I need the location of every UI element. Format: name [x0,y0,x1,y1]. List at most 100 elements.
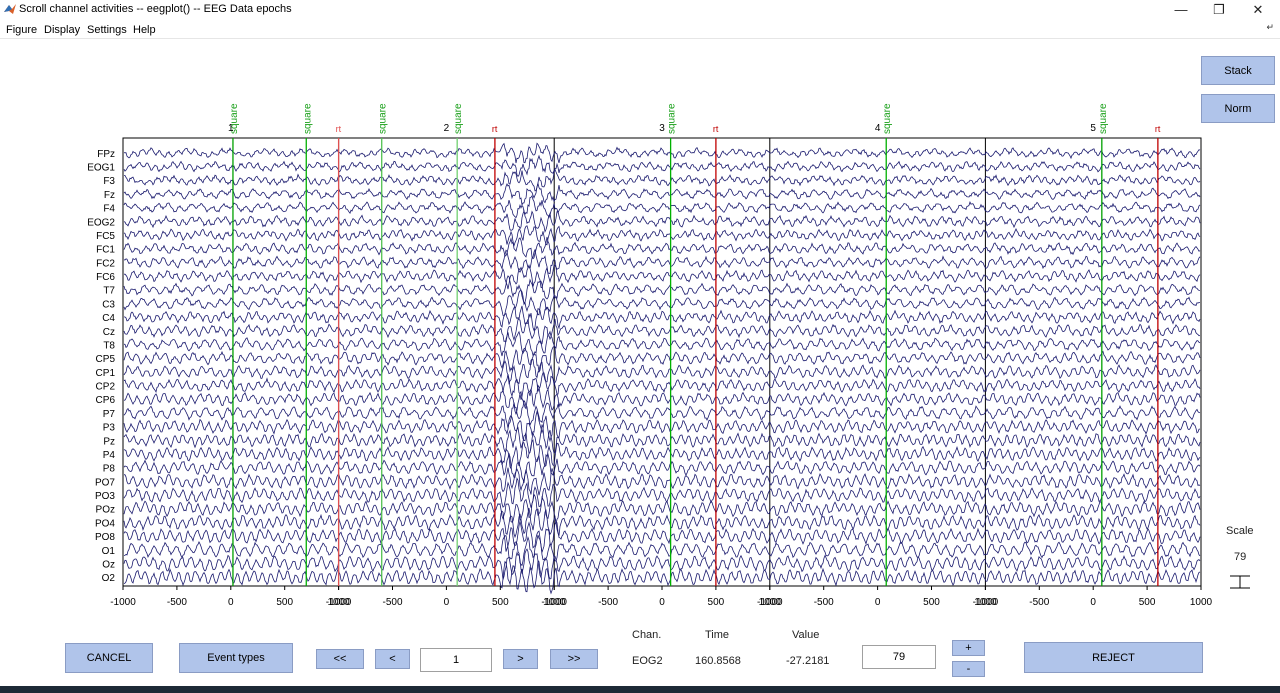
eeg-plot[interactable]: FPz EOG1 F3 Fz F4 EOG2 FC5 FC1 FC2 FC6 T7 C3 C4 Cz T8 C… [0,40,1280,686]
x-tick-label: 0 [659,597,665,608]
epoch-number-field[interactable]: 1 [420,648,492,672]
close-icon[interactable]: ✕ [1252,2,1264,17]
channel-label-FC5: FC5 [96,231,115,242]
channel-label-C4: C4 [102,313,115,324]
menu-settings[interactable]: Settings [87,24,127,36]
event-label: square [453,103,464,134]
epoch-number: 5 [1090,123,1096,134]
time-header: Time [705,629,730,641]
channel-label-PO3: PO3 [95,491,115,502]
channel-label-EOG2: EOG2 [87,217,115,228]
event-types-button[interactable]: Event types [179,643,293,673]
eeg-trace-FC1 [123,236,1201,260]
menu-figure[interactable]: Figure [6,24,38,36]
next-epoch-button[interactable]: > [503,649,538,669]
eeg-trace-FPz [123,142,1201,164]
menu-help[interactable]: Help [133,24,156,36]
eeg-trace-CP5 [123,346,1201,374]
value-header: Value [792,629,820,641]
channel-label-P8: P8 [103,464,116,475]
x-tick-label: -1000 [541,597,567,608]
event-label: rt [492,124,498,134]
x-tick-label: -500 [167,597,187,608]
x-tick-label: 0 [875,597,881,608]
x-tick-label: 0 [1090,597,1096,608]
title-bar: Scroll channel activities -- eegplot() -… [0,0,1280,19]
eeg-trace-CP1 [123,358,1201,386]
channel-label-CP6: CP6 [96,395,116,406]
event-label: square [378,103,389,134]
eeg-trace-PO4 [123,508,1201,539]
event-label: square [667,103,678,134]
scale-field[interactable]: 79 [862,645,936,669]
stack-button[interactable]: Stack [1201,56,1275,85]
eeg-trace-P3 [123,410,1201,443]
channel-label-Oz: Oz [102,559,115,570]
channel-label-P7: P7 [103,409,116,420]
taskbar [0,686,1280,693]
eeg-trace-CP2 [123,372,1201,400]
channel-label-PO8: PO8 [95,532,115,543]
event-label: rt [713,124,719,134]
eeg-trace-FC6 [124,264,1201,290]
x-tick-label: -500 [382,597,402,608]
scale-minus-button[interactable]: - [952,661,985,677]
x-tick-label: -1000 [110,597,136,608]
channel-label-F4: F4 [103,204,115,215]
channel-label-FC1: FC1 [96,245,115,256]
channel-label-T7: T7 [103,286,115,297]
x-tick-label: 0 [444,597,450,608]
time-value: 160.8568 [695,655,741,667]
dock-arrow-icon[interactable]: ↵ [1266,22,1274,32]
eeg-trace-T7 [123,275,1201,304]
channel-label-POz: POz [96,505,115,516]
x-tick-label: 500 [708,597,725,608]
eeg-trace-Fz [123,182,1201,207]
channel-label-Cz: Cz [103,327,115,338]
norm-button[interactable]: Norm [1201,94,1275,123]
eeg-trace-C3 [123,290,1201,317]
eeg-trace-Cz [123,318,1201,345]
x-tick-label: 1000 [543,597,566,608]
x-tick-label: 1000 [1190,597,1213,608]
first-epoch-button[interactable]: << [316,649,364,669]
event-label: square [882,103,893,134]
x-tick-label: 500 [1139,597,1156,608]
eeg-trace-F3 [124,168,1201,192]
menu-display[interactable]: Display [44,24,81,36]
eeg-trace-FC5 [123,225,1201,248]
channel-label-CP2: CP2 [96,382,116,393]
channel-label-PO4: PO4 [95,518,115,529]
eeg-trace-C4 [123,305,1201,332]
maximize-icon[interactable]: ❐ [1213,2,1225,17]
eeg-trace-PO3 [123,477,1201,508]
matlab-icon [4,4,16,14]
eeg-trace-FC2 [123,248,1201,275]
last-epoch-button[interactable]: >> [550,649,598,669]
scale-label: Scale [1226,525,1254,537]
eeg-trace-POz [123,493,1201,525]
channel-label-EOG1: EOG1 [87,163,115,174]
channel-label-FC6: FC6 [96,272,115,283]
eeg-trace-PO7 [123,467,1201,496]
prev-epoch-button[interactable]: < [375,649,410,669]
scale-bar-icon [1230,575,1250,589]
x-tick-label: -500 [1029,597,1049,608]
epoch-number: 4 [875,123,881,134]
cancel-button[interactable]: CANCEL [65,643,153,673]
reject-button[interactable]: REJECT [1024,642,1203,673]
minimize-icon[interactable]: — [1174,2,1188,17]
eeg-trace-P4 [123,439,1201,470]
scale-plus-button[interactable]: + [952,640,985,656]
channel-label-T8: T8 [103,340,115,351]
channel-label-CP1: CP1 [96,368,116,379]
channel-label-P4: P4 [103,450,116,461]
x-tick-label: 0 [228,597,234,608]
scale-value: 79 [1234,551,1247,563]
channel-label-F3: F3 [103,176,115,187]
window-title: Scroll channel activities -- eegplot() -… [19,3,292,15]
eeg-trace-T8 [123,330,1201,357]
channel-label-Pz: Pz [103,436,115,447]
epoch-number: 1 [228,123,234,134]
channel-label-Fz: Fz [104,190,115,201]
